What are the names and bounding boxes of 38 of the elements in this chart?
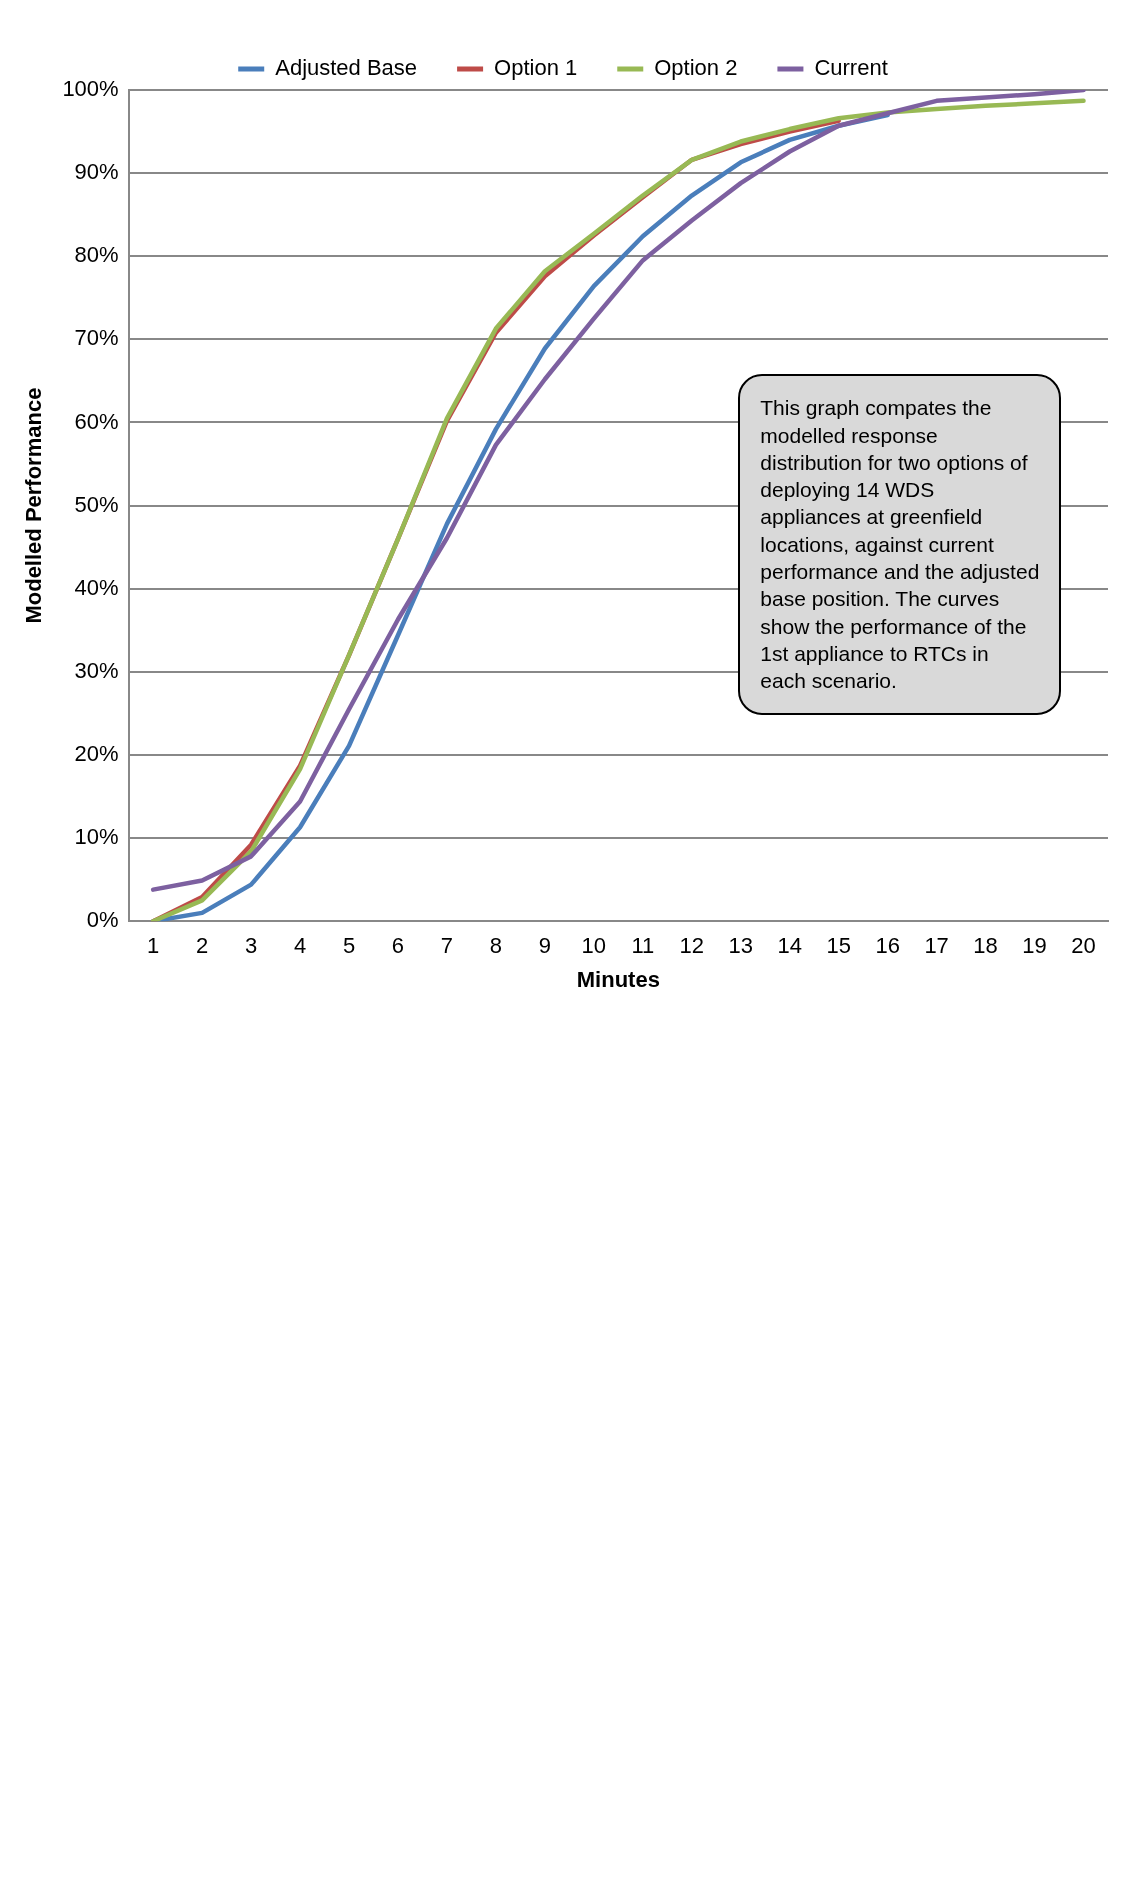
legend-label: Adjusted Base xyxy=(275,55,418,81)
y-tick-label: 60% xyxy=(74,408,119,434)
note-box: This graph compates the modelled response distribution for two options of deploying 14 WDS appliances at greenfield locations, against current performance and the adjusted base position. The curves show the performance of the 1st appliance to RTCs in each scenario. xyxy=(738,374,1062,715)
x-tick-label: 16 xyxy=(875,933,900,959)
y-tick-label: 20% xyxy=(74,741,119,767)
x-tick-label: 12 xyxy=(679,933,705,959)
y-tick-label: 0% xyxy=(86,907,119,933)
x-tick-label: 3 xyxy=(244,933,258,959)
x-tick-label: 19 xyxy=(1022,933,1047,959)
x-tick-label: 18 xyxy=(973,933,998,959)
legend-label: Option 1 xyxy=(494,55,578,81)
y-tick-label: 50% xyxy=(74,491,119,517)
x-tick-label: 9 xyxy=(538,933,552,959)
x-tick-label: 5 xyxy=(342,933,356,959)
x-tick-label: 1 xyxy=(147,933,160,959)
x-tick-label: 10 xyxy=(581,933,607,959)
x-tick-label: 17 xyxy=(924,933,949,959)
x-tick-label: 20 xyxy=(1071,933,1096,959)
y-axis-title: Modelled Performance xyxy=(21,387,47,624)
y-tick-label: 90% xyxy=(74,159,119,185)
x-tick-label: 14 xyxy=(777,933,802,959)
x-tick-label: 2 xyxy=(195,933,209,959)
y-tick-label: 30% xyxy=(74,657,119,683)
x-tick-label: 7 xyxy=(440,933,454,959)
x-tick-label: 13 xyxy=(728,933,753,959)
x-tick-label: 8 xyxy=(489,933,503,959)
x-tick-label: 15 xyxy=(826,933,851,959)
y-tick-label: 10% xyxy=(74,824,119,850)
legend-label: Option 2 xyxy=(654,55,738,81)
legend-label: Current xyxy=(814,55,888,81)
y-tick-label: 80% xyxy=(74,242,119,268)
x-tick-label: 11 xyxy=(631,933,655,959)
x-axis-title: Minutes xyxy=(576,966,660,992)
x-tick-label: 6 xyxy=(391,933,405,959)
y-tick-label: 70% xyxy=(74,325,119,351)
x-tick-label: 4 xyxy=(293,933,307,959)
y-tick-label: 100% xyxy=(62,76,119,102)
y-tick-label: 40% xyxy=(74,574,119,600)
